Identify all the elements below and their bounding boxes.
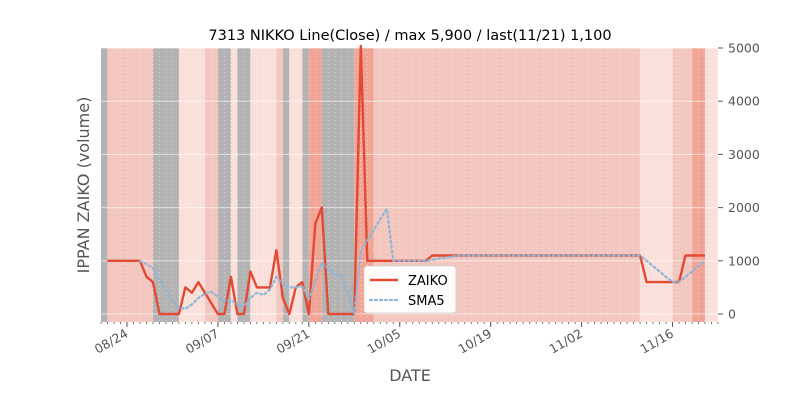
x-axis-label: DATE — [389, 366, 431, 385]
background-band — [178, 48, 205, 322]
background-band — [302, 48, 309, 322]
y-tick-label: 0 — [728, 307, 736, 322]
background-band — [101, 48, 108, 322]
grid-lines — [101, 47, 718, 322]
legend-label-sma5: SMA5 — [408, 294, 445, 309]
background-band — [237, 48, 251, 322]
background-band — [217, 48, 231, 322]
y-tick-label: 1000 — [728, 253, 760, 268]
y-tick-label: 5000 — [728, 41, 760, 56]
series-line-sma5 — [138, 207, 707, 316]
y-axis: 0 1000 2000 3000 4000 5000 — [718, 41, 760, 322]
legend-box — [363, 265, 457, 314]
background-band — [276, 48, 283, 322]
background-band — [282, 48, 290, 322]
y-axis-label: IPPAN ZAIKO (volume) — [74, 97, 93, 274]
background-band — [204, 48, 218, 322]
y-tick-label: 4000 — [728, 94, 760, 109]
background-band — [321, 48, 355, 322]
background-band — [692, 48, 706, 322]
background-band — [705, 48, 718, 322]
chart-title: 7313 NIKKO Line(Close) / max 5,900 / las… — [208, 28, 611, 44]
legend-label-zaiko: ZAIKO — [408, 274, 448, 289]
series-lines — [107, 44, 707, 316]
legend: ZAIKO SMA5 — [363, 265, 457, 314]
y-tick-label: 3000 — [728, 147, 760, 162]
y-tick-label: 2000 — [728, 200, 760, 215]
background-band — [672, 48, 693, 322]
background-band — [289, 48, 303, 322]
background-band — [230, 48, 238, 322]
